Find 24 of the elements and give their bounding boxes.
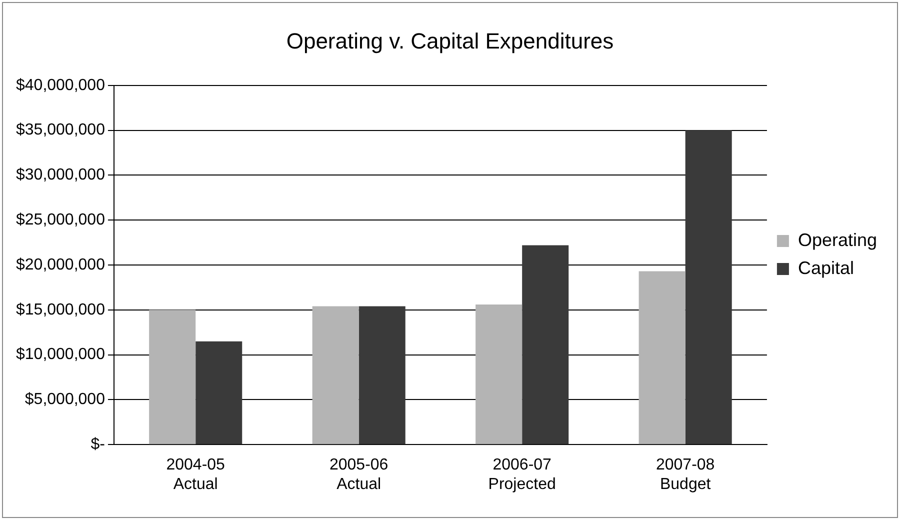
y-tick-label: $15,000,000 bbox=[16, 301, 106, 318]
y-tick-label: $5,000,000 bbox=[24, 391, 106, 408]
legend-label: Capital bbox=[798, 258, 854, 278]
x-tick-label: 2007-08 Budget bbox=[656, 456, 715, 493]
y-tick-label: $35,000,000 bbox=[16, 122, 106, 139]
y-tick-label: $25,000,000 bbox=[16, 212, 106, 229]
bar bbox=[149, 310, 196, 444]
bar bbox=[685, 130, 732, 444]
y-tick-label: $10,000,000 bbox=[16, 346, 106, 364]
y-tick-label: $30,000,000 bbox=[16, 166, 106, 184]
y-tick-label: $- bbox=[90, 436, 105, 454]
bar bbox=[476, 304, 522, 444]
bar bbox=[312, 306, 359, 444]
legend-label: Operating bbox=[798, 230, 878, 250]
x-tick-label: 2004-05 Actual bbox=[166, 456, 226, 493]
y-tick-label: $20,000,000 bbox=[16, 256, 106, 274]
y-tick-label: $40,000,000 bbox=[16, 76, 106, 94]
chart-title: Operating v. Capital Expenditures bbox=[286, 28, 614, 54]
bar bbox=[358, 306, 406, 444]
bar bbox=[522, 245, 569, 444]
x-tick-label: 2005-06 Actual bbox=[329, 456, 388, 493]
bar bbox=[196, 341, 242, 444]
bar bbox=[638, 271, 686, 444]
x-tick-label: 2006-07 Projected bbox=[488, 456, 556, 493]
